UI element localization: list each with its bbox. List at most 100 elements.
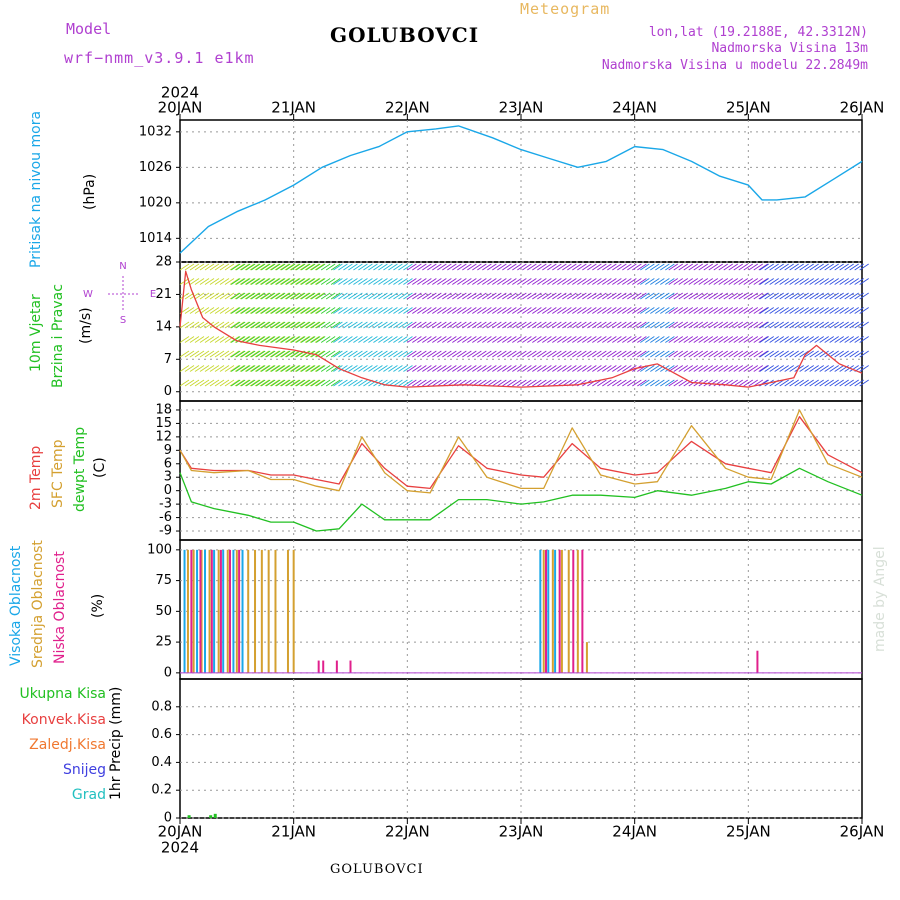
wind-barb (794, 321, 804, 329)
wind-barb (577, 350, 587, 358)
x-tick-label-top: 26JAN (840, 99, 885, 117)
wind-barb (432, 292, 442, 300)
wind-barb (442, 307, 452, 314)
wind-barb (275, 263, 286, 271)
wind-barb (572, 278, 582, 285)
wind-barb (309, 278, 320, 285)
wind-barb (284, 379, 295, 387)
altitude-text: Nadmorska Visina 13m (711, 41, 868, 56)
wind-barb (179, 263, 190, 271)
wind-barb (673, 350, 684, 358)
wind-barb (189, 350, 200, 358)
wind-barb (204, 321, 215, 329)
wind-barb (665, 307, 675, 314)
wind-barb (315, 379, 326, 387)
wind-barb (693, 336, 704, 343)
wind-barb (184, 379, 195, 387)
wind-barb (457, 263, 467, 271)
wind-barb (353, 292, 363, 300)
wind-barb (759, 336, 769, 343)
wind-barb (275, 365, 286, 372)
wind-barb (260, 365, 271, 372)
wind-barb (417, 263, 427, 271)
wind-barb (244, 263, 255, 271)
wind-barb (683, 263, 694, 271)
wind-barb (437, 336, 447, 343)
wind-barb (348, 321, 358, 329)
wind-barb (587, 365, 597, 372)
wind-barb (314, 307, 325, 314)
wind-barb (824, 350, 834, 358)
wind-barb (467, 350, 477, 358)
wind-barb (492, 350, 502, 358)
wind-barb (333, 278, 343, 285)
wind-barb (607, 336, 617, 343)
wind-barb (592, 307, 602, 314)
wind-barb (274, 365, 285, 372)
wind-barb (299, 336, 310, 343)
wind-barb (229, 263, 240, 271)
wind-barb (422, 263, 432, 271)
wind-barb (492, 263, 502, 271)
precip-legend-convective: Konvek.Kisa (21, 712, 106, 728)
y-tick-label: 50 (155, 604, 172, 619)
wind-barb (779, 379, 789, 387)
wind-barb (728, 336, 739, 343)
wind-barb (343, 307, 353, 314)
wind-barb (733, 321, 744, 329)
wind-barb (839, 307, 849, 314)
wind-barb (774, 321, 784, 329)
wind-barb (358, 379, 368, 387)
wind-barb (343, 321, 353, 329)
wind-barb (230, 350, 241, 358)
wind-barb (678, 307, 689, 314)
wind-barb (607, 263, 617, 271)
wind-barb (235, 292, 246, 300)
wind-barb (809, 307, 819, 314)
wind-barb (338, 336, 348, 343)
wind-barb (184, 263, 195, 271)
wind-barb (249, 278, 260, 285)
wind-barb (723, 321, 734, 329)
wind-barb (265, 336, 276, 343)
wind-barb (235, 263, 246, 271)
wind-barb (275, 278, 286, 285)
wind-barb (703, 307, 714, 314)
wind-barb (748, 350, 759, 358)
wind-barb (723, 263, 734, 271)
wind-barb (577, 336, 587, 343)
wind-barb (655, 321, 665, 329)
wind-barb (314, 350, 325, 358)
wind-barb (567, 321, 577, 329)
wind-barb (368, 278, 378, 285)
wind-barb (542, 365, 552, 372)
wind-barb (305, 321, 316, 329)
wind-barb (748, 307, 759, 314)
wind-barb (547, 278, 557, 285)
wind-barb (224, 278, 235, 285)
wind-barb (640, 379, 650, 387)
wind-barb (467, 307, 477, 314)
wind-barb (723, 365, 734, 372)
wind-barb (779, 278, 789, 285)
wind-barb (612, 263, 622, 271)
wind-barb (304, 350, 315, 358)
wind-barb (688, 365, 699, 372)
wind-barb (824, 336, 834, 343)
wind-barb (753, 350, 764, 358)
wind-barb (632, 336, 642, 343)
wind-barb (269, 350, 280, 358)
wind-barb (300, 321, 311, 329)
wind-barb (784, 307, 794, 314)
wind-barb (447, 278, 457, 285)
wind-barb (743, 307, 754, 314)
wind-barb (655, 336, 665, 343)
wind-barb (333, 292, 343, 300)
wind-barb (587, 350, 597, 358)
wind-barb (407, 307, 417, 314)
y-tick-label: -9 (159, 524, 172, 539)
wind-barb (758, 321, 769, 329)
wind-barb (245, 278, 256, 285)
wind-barb (477, 292, 487, 300)
y-tick-label: -3 (159, 497, 172, 512)
